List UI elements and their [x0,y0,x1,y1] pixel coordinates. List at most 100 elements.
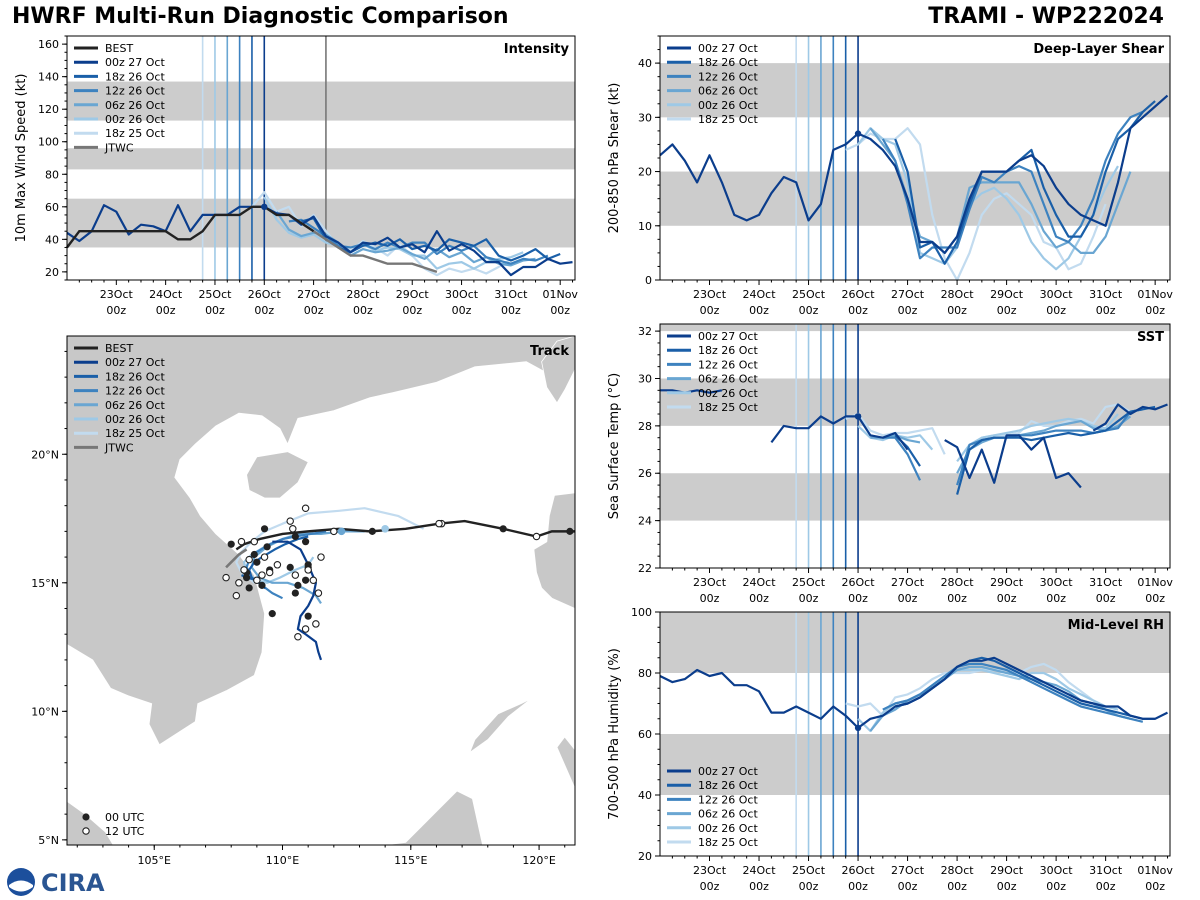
track-marker-00utc [291,532,299,541]
intensity-xtick-hour: 00z [402,304,422,317]
sst-xtick-hour: 00z [700,592,720,605]
track-marker-00utc [368,527,376,535]
intensity-xtick-day: 23Oct [100,288,134,301]
intensity-xtick-hour: 00z [501,304,521,317]
sst-band [660,378,1170,426]
track-marker-00utc [250,550,258,559]
legend-12utc-label: 12 UTC [105,825,145,838]
rh-xtick-hour: 00z [700,880,720,893]
rh-series-2 [882,662,1144,723]
shear-series-4 [857,127,1119,271]
track-legend-label: 06z 26 Oct [105,399,165,412]
track-legend-label: 00z 27 Oct [105,356,165,369]
intensity-series-3 [275,211,536,267]
rh-xtick-day: 23Oct [693,864,727,877]
sst-band [660,473,1170,521]
shear-xtick-day: 23Oct [693,288,727,301]
rh-legend-label: 18z 25 Oct [698,836,758,849]
sst-ytick-label: 26 [638,467,652,480]
intensity-xtick-hour: 00z [353,304,373,317]
sst-ytick-label: 22 [638,562,652,575]
sst-xtick-hour: 00z [799,592,819,605]
sst-ylabel: Sea Surface Temp (°C) [607,373,622,520]
sst-legend-label: 18z 26 Oct [698,344,758,357]
intensity-xtick-hour: 00z [550,304,570,317]
track-xtick-label: 120°E [522,854,555,867]
rh-xtick-hour: 00z [898,880,918,893]
sst-frame [659,323,1171,569]
track-marker-12utc [309,576,318,584]
track-legend-label: BEST [105,342,133,355]
shear-frame [659,35,1171,281]
page-title: HWRF Multi-Run Diagnostic Comparison [12,4,509,29]
track-run-4 [242,530,315,584]
sst-init-marker [854,413,862,420]
track-legend-label: 18z 26 Oct [105,370,165,383]
rh-legend-label: 18z 26 Oct [698,779,758,792]
land-mass [66,800,114,846]
sst-series-0 [770,415,859,444]
intensity-xtick-day: 24Oct [149,288,183,301]
track-marker-00utc [499,525,507,533]
intensity-legend-label: 00z 26 Oct [105,113,165,126]
sst-panel: 22 24 26 28 30 32 23Oct 00z 24Oct 00z 25Oct 00z 26Oc… [607,323,1173,605]
track-marker-00utc [294,581,302,589]
intensity-legend-label: 00z 27 Oct [105,56,165,69]
land-mass [468,698,532,754]
track-marker-00utc [227,540,235,548]
shear-band [660,63,1170,118]
sst-legend-label: 12z 26 Oct [698,358,758,371]
shear-legend-label: 18z 25 Oct [698,113,758,126]
rh-panel: 20 40 60 80 100 23Oct 00z 24Oct 00z 25Oct 00z 26Oct… [607,606,1173,893]
shear-legend-label: 06z 26 Oct [698,85,758,98]
intensity-ytick-label: 40 [45,233,59,246]
sst-xtick-day: 23Oct [693,576,727,589]
intensity-xtick-day: 27Oct [297,288,331,301]
track-marker-12utc [286,517,294,525]
intensity-legend-label: 18z 26 Oct [105,70,165,83]
track-marker-00utc [304,612,312,620]
rh-ytick-label: 40 [638,789,652,802]
sst-series-0 [1092,403,1168,432]
track-best [235,519,575,551]
track-marker-12utc [260,553,269,561]
track-marker-00utc [286,563,294,571]
rh-series-3 [869,665,1131,732]
track-marker-00utc [304,561,312,569]
shear-xtick-day: 31Oct [1089,288,1123,301]
sst-xtick-hour: 00z [749,592,769,605]
sst-xtick-day: 26Oct [842,576,876,589]
rh-series-5 [845,662,1107,717]
shear-xtick-hour: 00z [700,304,720,317]
shear-init-marker [854,130,862,137]
intensity-legend-label: JTWC [104,141,134,154]
track-ytick-label: 20°N [31,448,59,461]
sst-xtick-day: 29Oct [990,576,1024,589]
shear-xtick-day: 24Oct [743,288,777,301]
track-marker-12utc [273,561,282,569]
intensity-xtick-day: 25Oct [198,288,232,301]
legend-00utc-label: 00 UTC [105,811,145,824]
sst-xtick-day: 30Oct [1040,576,1074,589]
sst-xtick-hour: 00z [898,592,918,605]
intensity-ytick-label: 160 [38,38,59,51]
rh-ytick-label: 60 [638,728,652,741]
shear-xtick-hour: 00z [898,304,918,317]
shear-legend-label: 12z 26 Oct [698,70,758,83]
intensity-band [67,148,575,170]
track-panel: 105°E 110°E 115°E 120°E 5°N 10°N 15°N 20°N Track… [31,335,576,867]
sst-xtick-hour: 00z [1145,592,1165,605]
track-marker-00utc [242,568,251,577]
shear-xtick-hour: 00z [947,304,967,317]
sst-series-1 [894,434,921,467]
track-run-3 [250,530,365,605]
rh-init-marker [854,724,862,732]
track-marker-12utc [317,553,325,561]
intensity-series-5 [251,191,512,277]
rh-ytick-label: 100 [631,606,652,619]
intensity-ylabel: 10m Max Wind Speed (kt) [14,74,29,243]
intensity-init-marker [261,203,268,210]
rh-xtick-day: 29Oct [990,864,1024,877]
sst-series-2 [882,436,921,481]
